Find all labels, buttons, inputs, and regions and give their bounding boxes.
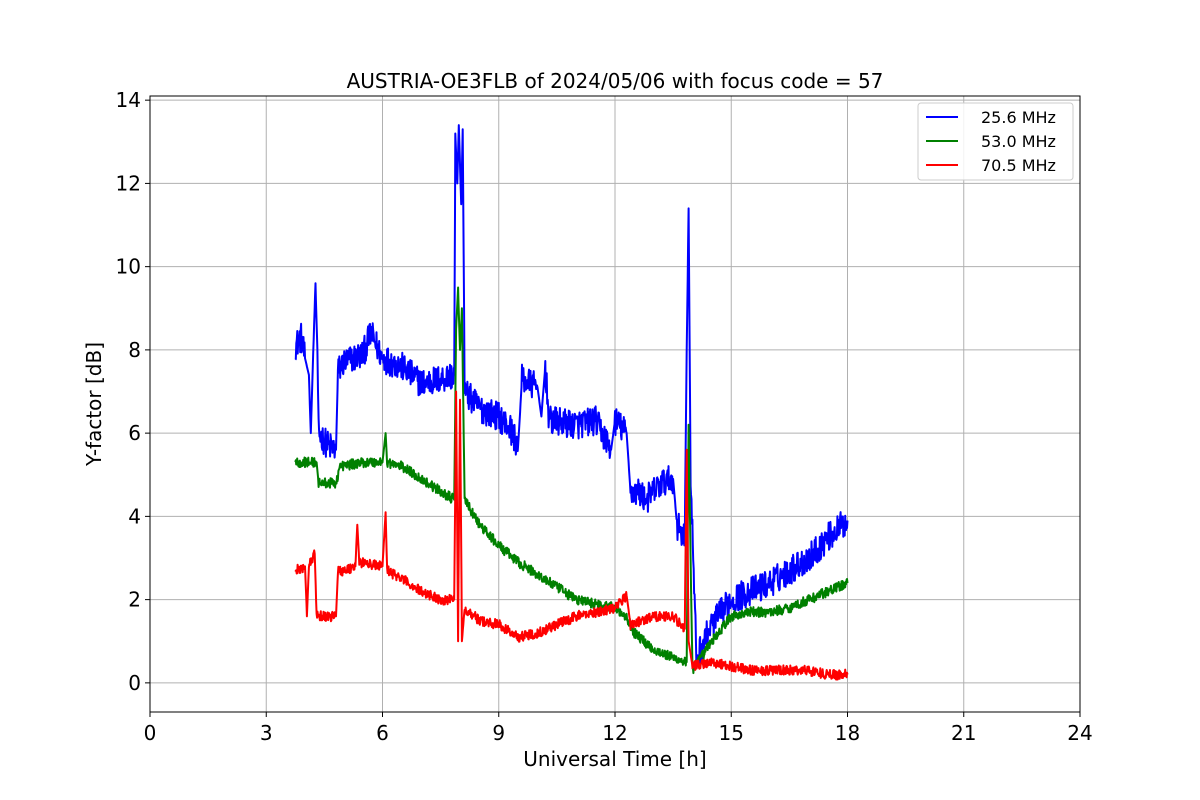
y-tick-label: 0 bbox=[128, 671, 141, 695]
x-tick-label: 6 bbox=[376, 721, 389, 745]
series-line-2 bbox=[294, 286, 849, 675]
y-tick-label: 10 bbox=[116, 255, 141, 279]
x-tick-label: 24 bbox=[1067, 721, 1092, 745]
x-tick-label: 3 bbox=[260, 721, 273, 745]
y-tick-label: 8 bbox=[128, 338, 141, 362]
series-layer bbox=[294, 124, 849, 681]
legend-label: 25.6 MHz bbox=[981, 108, 1056, 127]
legend: 25.6 MHz 53.0 MHz 70.5 MHz bbox=[917, 102, 1074, 181]
x-tick-label: 9 bbox=[492, 721, 505, 745]
x-tick-label: 18 bbox=[835, 721, 860, 745]
legend-label: 53.0 MHz bbox=[981, 132, 1056, 151]
x-axis-label: Universal Time [h] bbox=[523, 747, 706, 771]
y-tick-label: 14 bbox=[116, 88, 141, 112]
series-line-3 bbox=[294, 390, 849, 681]
legend-label: 70.5 MHz bbox=[981, 156, 1056, 175]
x-tick-label: 12 bbox=[602, 721, 627, 745]
y-tick-label: 6 bbox=[128, 421, 141, 445]
x-tick-label: 21 bbox=[951, 721, 976, 745]
y-axis-label: Y-factor [dB] bbox=[82, 342, 106, 467]
x-tick-label: 15 bbox=[719, 721, 744, 745]
series-line-1 bbox=[294, 124, 849, 667]
x-tick-label: 0 bbox=[144, 721, 157, 745]
chart-title: AUSTRIA-OE3FLB of 2024/05/06 with focus … bbox=[347, 69, 884, 93]
y-tick-label: 4 bbox=[128, 504, 141, 528]
legend-box bbox=[917, 102, 1074, 181]
y-tick-label: 2 bbox=[128, 588, 141, 612]
y-tick-label: 12 bbox=[116, 171, 141, 195]
